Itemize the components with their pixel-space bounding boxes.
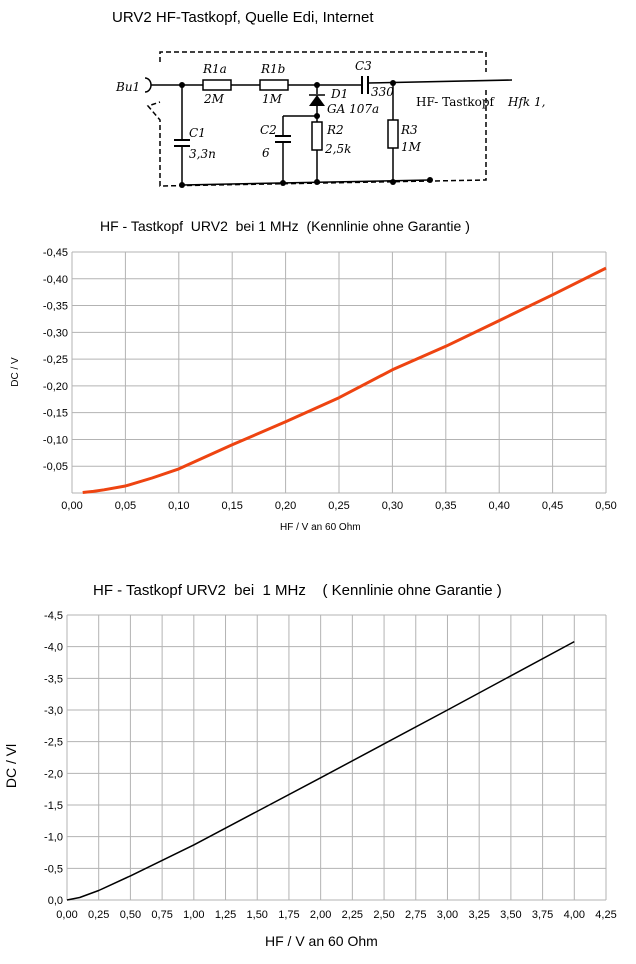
c3-value: 330 [371, 85, 394, 99]
y-tick-label: -0,5 [44, 863, 63, 875]
y-axis-label: DC / Vl [3, 744, 19, 788]
y-axis-label: DC / V [10, 357, 21, 387]
x-tick-label: 0,00 [56, 909, 77, 921]
c3-name: C3 [355, 59, 372, 73]
x-tick-label: 0,50 [120, 909, 141, 921]
y-tick-label: -0,15 [43, 408, 68, 420]
series-line [82, 266, 607, 494]
y-tick-label: 0,0 [48, 895, 63, 907]
x-tick-label: 1,25 [215, 909, 236, 921]
x-tick-label: 4,00 [564, 909, 585, 921]
x-tick-label: 0,35 [435, 500, 456, 512]
r1b-name: R1b [260, 62, 285, 76]
x-tick-label: 0,05 [115, 500, 136, 512]
x-tick-label: 0,30 [382, 500, 403, 512]
x-axis-label: HF / V an 60 Ohm [280, 522, 361, 533]
r2-value: 2,5k [324, 142, 351, 156]
x-tick-label: 2,50 [373, 909, 394, 921]
r1a-name: R1a [202, 62, 227, 76]
r1b-value: 1M [262, 92, 283, 106]
y-tick-label: -0,45 [43, 247, 68, 259]
x-tick-label: 3,50 [500, 909, 521, 921]
x-tick-label: 2,75 [405, 909, 426, 921]
y-tick-label: -0,10 [43, 434, 68, 446]
page-header: URV2 HF-Tastkopf, Quelle Edi, Internet [112, 9, 374, 26]
chart-1: HF - Tastkopf URV2 bei 1 MHz (Kennlinie … [0, 212, 636, 557]
chart-1-title: HF - Tastkopf URV2 bei 1 MHz (Kennlinie … [100, 218, 470, 234]
connector-label: Bu1 [115, 80, 140, 94]
x-tick-label: 0,40 [488, 500, 509, 512]
x-tick-label: 0,50 [595, 500, 616, 512]
x-tick-label: 1,75 [278, 909, 299, 921]
d1-value: GA 107a [327, 102, 379, 116]
y-tick-label: -1,0 [44, 832, 63, 844]
x-tick-label: 0,15 [221, 500, 242, 512]
x-tick-label: 0,00 [61, 500, 82, 512]
y-tick-label: -4,0 [44, 642, 63, 654]
x-tick-label: 0,25 [328, 500, 349, 512]
x-tick-label: 0,10 [168, 500, 189, 512]
d1-name: D1 [330, 87, 348, 101]
schematic-diagram: Bu1 R1a 2M R1b 1M C3 330 C1 3,3n D1 GA 1… [115, 51, 545, 188]
c1-value: 3,3n [189, 147, 216, 161]
c2-value: 6 [262, 146, 270, 160]
x-tick-label: 2,25 [342, 909, 363, 921]
probe-label-italic: Hfk 1, [507, 95, 545, 109]
chart-2-title: HF - Tastkopf URV2 bei 1 MHz ( Kennlinie… [93, 582, 502, 599]
x-tick-label: 4,25 [595, 909, 616, 921]
y-tick-label: -0,35 [43, 301, 68, 313]
x-tick-label: 0,75 [151, 909, 172, 921]
x-tick-label: 1,50 [247, 909, 268, 921]
x-tick-label: 0,20 [275, 500, 296, 512]
c1-name: C1 [189, 126, 206, 140]
x-axis-label: HF / V an 60 Ohm [265, 933, 378, 949]
r2-name: R2 [326, 123, 344, 137]
x-tick-label: 2,00 [310, 909, 331, 921]
chart-1-plot: 0,00 0,05 0,10 0,15 0,20 0,25 0,30 0,35 0,40 0,45… [10, 247, 617, 533]
y-tick-label: -0,25 [43, 354, 68, 366]
y-tick-label: -4,5 [44, 610, 63, 622]
r3-name: R3 [400, 123, 418, 137]
chart-2: HF - Tastkopf URV2 bei 1 MHz ( Kennlinie… [0, 576, 636, 964]
x-tick-label: 0,45 [542, 500, 563, 512]
y-tick-label: -2,0 [44, 768, 63, 780]
y-tick-label: -1,5 [44, 800, 63, 812]
r3-value: 1M [401, 140, 422, 154]
x-tick-label: 1,00 [183, 909, 204, 921]
y-tick-label: -0,30 [43, 327, 68, 339]
y-tick-label: -0,20 [43, 381, 68, 393]
x-tick-label: 3,75 [532, 909, 553, 921]
y-tick-label: -0,40 [43, 274, 68, 286]
series-line [66, 640, 575, 901]
chart-2-plot: 0,00 0,25 0,50 0,75 1,00 1,25 1,50 1,75 2,00 2,25… [3, 610, 617, 949]
y-tick-label: -3,5 [44, 673, 63, 685]
r1a-value: 2M [203, 92, 225, 106]
x-tick-label: 3,00 [437, 909, 458, 921]
y-tick-label: -0,05 [43, 461, 68, 473]
y-tick-label: -2,5 [44, 737, 63, 749]
y-tick-label: -3,0 [44, 705, 63, 717]
x-tick-label: 0,25 [88, 909, 109, 921]
x-tick-label: 3,25 [468, 909, 489, 921]
probe-label: HF- Tastkopf [416, 95, 496, 109]
c2-name: C2 [260, 123, 277, 137]
